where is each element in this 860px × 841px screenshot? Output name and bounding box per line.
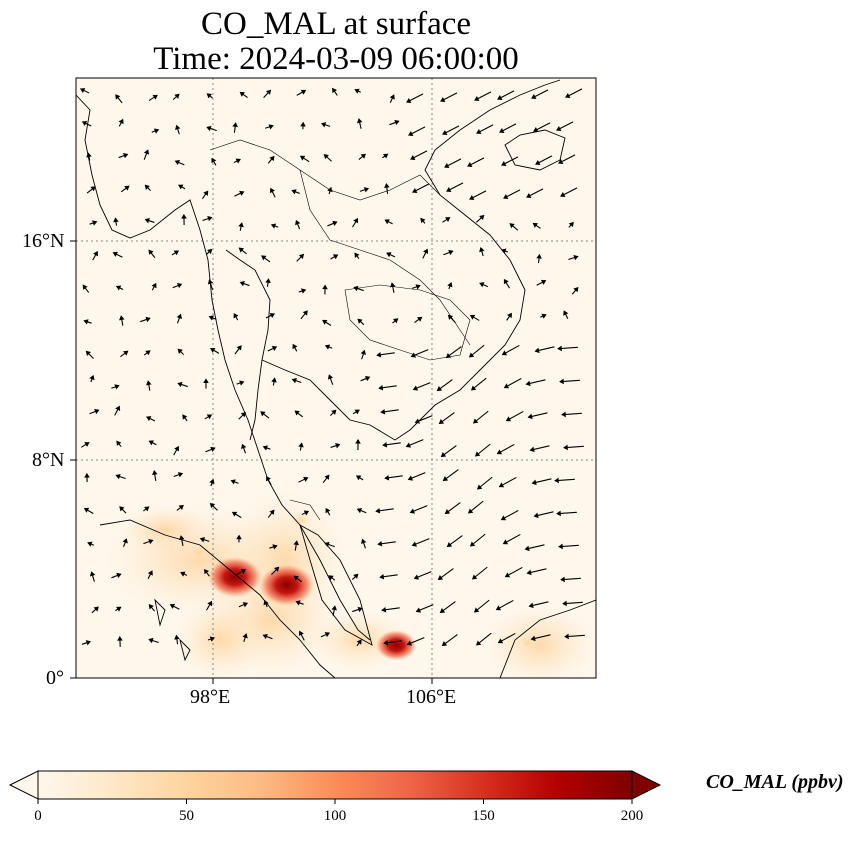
co-hotspot-0	[208, 557, 261, 597]
colorbar-tick-50: 50	[179, 808, 194, 824]
colorbar-tick-150: 150	[472, 808, 495, 824]
colorbar-label: CO_MAL (ppbv)	[706, 771, 844, 794]
co-hotspot-1	[259, 565, 314, 606]
lat-tick-16n: 16°N	[22, 230, 64, 252]
colorbar-tick-0: 0	[34, 808, 42, 824]
co-hotspot-5	[517, 634, 539, 650]
colorbar-bar	[38, 771, 632, 799]
colorbar-extend-max	[632, 771, 660, 799]
lat-tick-0: 0°	[46, 667, 64, 689]
colorbar	[10, 771, 660, 804]
lat-tick-8n: 8°N	[32, 449, 64, 471]
colorbar-extend-min	[10, 771, 38, 799]
lon-tick-98e: 98°E	[190, 686, 230, 708]
colorbar-tick-200: 200	[621, 808, 644, 824]
co-hotspot-3	[187, 544, 211, 562]
colorbar-tick-100: 100	[324, 808, 347, 824]
lon-tick-106e: 106°E	[406, 686, 456, 708]
